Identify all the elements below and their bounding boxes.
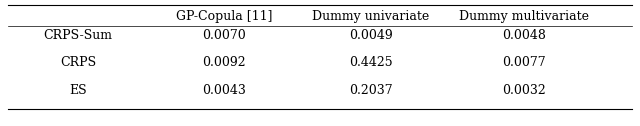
Text: 0.0077: 0.0077 [502,56,546,70]
Text: CRPS-Sum: CRPS-Sum [44,29,113,42]
Text: GP-Copula [11]: GP-Copula [11] [176,10,273,23]
Text: 0.2037: 0.2037 [349,84,393,97]
Text: 0.0032: 0.0032 [502,84,546,97]
Text: 0.0092: 0.0092 [203,56,246,70]
Text: 0.0070: 0.0070 [202,29,246,42]
Text: 0.0048: 0.0048 [502,29,546,42]
Text: 0.0043: 0.0043 [202,84,246,97]
Text: Dummy univariate: Dummy univariate [312,10,429,23]
Text: Dummy multivariate: Dummy multivariate [459,10,589,23]
Text: CRPS: CRPS [60,56,96,70]
Text: ES: ES [69,84,86,97]
Text: 0.0049: 0.0049 [349,29,393,42]
Text: 0.4425: 0.4425 [349,56,393,70]
